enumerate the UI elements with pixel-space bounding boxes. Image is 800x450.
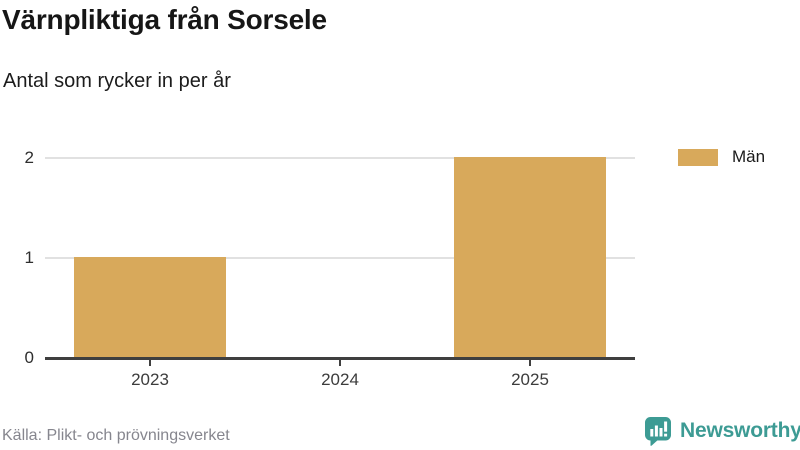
gridline <box>45 257 635 259</box>
x-tick-label: 2025 <box>511 370 549 389</box>
newsworthy-wordmark: Newsworthy <box>680 419 800 442</box>
x-axis-tick <box>339 360 341 366</box>
bar-2023 <box>74 257 226 357</box>
y-tick-label: 0 <box>24 348 34 367</box>
y-tick-label: 1 <box>24 248 34 267</box>
x-tick-label: 2023 <box>131 370 169 389</box>
y-tick-label: 2 <box>24 148 34 167</box>
legend: Män <box>678 147 765 167</box>
x-axis-tick <box>529 360 531 366</box>
legend-swatch-man <box>678 148 718 166</box>
x-axis-line <box>45 357 635 360</box>
gridline <box>45 157 635 159</box>
newsworthy-logo[interactable]: Newsworthy <box>644 416 800 446</box>
bar-2025 <box>454 157 606 357</box>
source-caption: Källa: Plikt- och prövningsverket <box>2 427 230 444</box>
newsworthy-bubble-chart-icon <box>644 416 672 446</box>
y-axis-labels: 0 1 2 <box>0 148 34 378</box>
legend-label-man: Män <box>732 147 766 166</box>
x-tick-label: 2024 <box>321 370 359 389</box>
plot-area: 2023 2024 2025 <box>45 157 635 398</box>
page-subtitle: Antal som rycker in per år <box>3 70 231 92</box>
page-title: Värnpliktiga från Sorsele <box>2 4 327 35</box>
x-axis-tick <box>149 360 151 366</box>
